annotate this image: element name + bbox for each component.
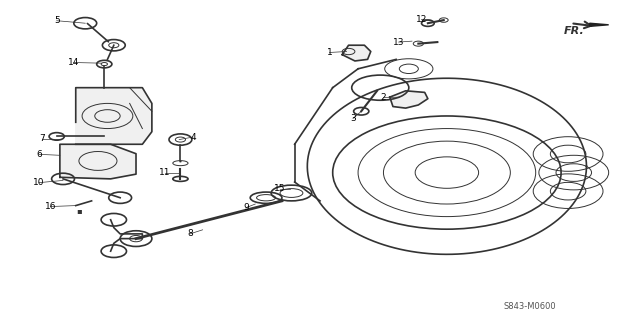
Text: 14: 14	[68, 58, 79, 67]
Polygon shape	[390, 91, 428, 108]
Text: 1: 1	[326, 48, 332, 57]
Text: 2: 2	[381, 93, 387, 102]
Text: 10: 10	[33, 178, 45, 187]
Text: 7: 7	[39, 134, 45, 143]
Text: 8: 8	[187, 229, 193, 238]
Text: S843-M0600: S843-M0600	[503, 302, 556, 311]
Polygon shape	[589, 23, 609, 26]
Text: ▪: ▪	[76, 206, 82, 215]
Text: 15: 15	[275, 184, 286, 193]
Text: 3: 3	[350, 114, 356, 123]
Text: 16: 16	[45, 202, 56, 211]
Polygon shape	[76, 88, 152, 144]
Text: 13: 13	[393, 37, 404, 47]
Polygon shape	[60, 144, 136, 179]
Text: 5: 5	[54, 16, 60, 25]
Text: 4: 4	[190, 132, 196, 141]
Text: 6: 6	[36, 150, 42, 159]
Text: 12: 12	[416, 15, 427, 24]
Text: 11: 11	[159, 168, 170, 177]
Text: FR.: FR.	[563, 26, 584, 36]
Text: 9: 9	[243, 203, 249, 212]
Polygon shape	[342, 45, 371, 61]
